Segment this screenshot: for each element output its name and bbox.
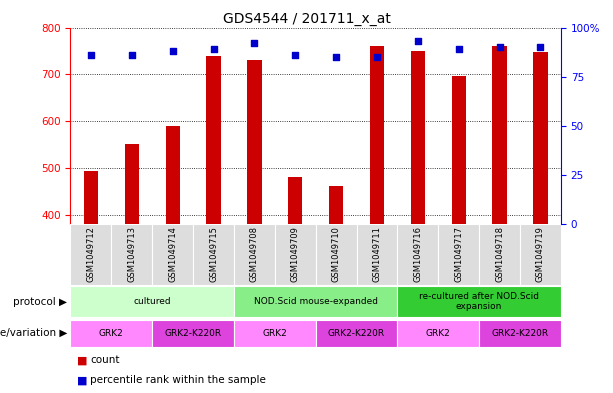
Bar: [152, 224, 193, 285]
Bar: [70, 224, 112, 285]
Point: [372, 54, 382, 60]
Text: GSM1049708: GSM1049708: [250, 226, 259, 282]
Text: GSM1049713: GSM1049713: [128, 226, 136, 282]
Text: cultured: cultured: [134, 297, 171, 306]
Bar: [234, 224, 275, 285]
Bar: [288, 177, 302, 224]
Text: percentile rank within the sample: percentile rank within the sample: [90, 375, 266, 386]
Text: GSM1049714: GSM1049714: [168, 226, 177, 282]
Point: [208, 46, 218, 52]
Bar: [370, 46, 384, 224]
Bar: [275, 224, 316, 285]
Text: GRK2-K220R: GRK2-K220R: [164, 329, 222, 338]
Bar: [207, 55, 221, 224]
Point: [86, 52, 96, 58]
Point: [168, 48, 178, 54]
Bar: [152, 320, 234, 347]
Text: protocol ▶: protocol ▶: [13, 297, 67, 307]
Bar: [520, 224, 561, 285]
Point: [413, 38, 423, 44]
Text: GSM1049712: GSM1049712: [86, 226, 96, 282]
Text: GSM1049710: GSM1049710: [332, 226, 341, 282]
Text: GSM1049709: GSM1049709: [291, 226, 300, 282]
Bar: [479, 320, 561, 347]
Bar: [397, 320, 479, 347]
Text: GRK2-K220R: GRK2-K220R: [328, 329, 385, 338]
Bar: [357, 224, 397, 285]
Bar: [397, 224, 438, 285]
Text: GSM1049718: GSM1049718: [495, 226, 504, 282]
Point: [249, 40, 259, 46]
Point: [127, 52, 137, 58]
Text: count: count: [90, 355, 120, 365]
Point: [536, 44, 546, 50]
Bar: [452, 76, 466, 224]
Bar: [84, 171, 98, 224]
Text: GDS4544 / 201711_x_at: GDS4544 / 201711_x_at: [223, 12, 390, 26]
Text: NOD.Scid mouse-expanded: NOD.Scid mouse-expanded: [254, 297, 378, 306]
Bar: [124, 145, 139, 224]
Point: [454, 46, 463, 52]
Bar: [193, 224, 234, 285]
Bar: [411, 51, 425, 224]
Bar: [316, 224, 357, 285]
Bar: [492, 46, 507, 224]
Text: GRK2-K220R: GRK2-K220R: [492, 329, 549, 338]
Text: ■: ■: [77, 355, 87, 365]
Bar: [70, 286, 234, 317]
Bar: [479, 224, 520, 285]
Text: GSM1049715: GSM1049715: [209, 226, 218, 282]
Bar: [166, 126, 180, 224]
Text: GRK2: GRK2: [99, 329, 124, 338]
Text: GRK2: GRK2: [426, 329, 451, 338]
Bar: [438, 224, 479, 285]
Bar: [234, 286, 397, 317]
Point: [331, 54, 341, 60]
Bar: [234, 320, 316, 347]
Bar: [397, 286, 561, 317]
Text: genotype/variation ▶: genotype/variation ▶: [0, 328, 67, 338]
Point: [495, 44, 504, 50]
Text: ■: ■: [77, 375, 87, 386]
Bar: [329, 185, 343, 224]
Text: GSM1049716: GSM1049716: [413, 226, 422, 282]
Text: GRK2: GRK2: [262, 329, 287, 338]
Bar: [316, 320, 397, 347]
Text: GSM1049711: GSM1049711: [373, 226, 381, 282]
Text: GSM1049717: GSM1049717: [454, 226, 463, 282]
Text: re-cultured after NOD.Scid
expansion: re-cultured after NOD.Scid expansion: [419, 292, 539, 311]
Bar: [112, 224, 152, 285]
Text: GSM1049719: GSM1049719: [536, 226, 545, 282]
Point: [291, 52, 300, 58]
Bar: [70, 320, 152, 347]
Bar: [533, 52, 547, 224]
Bar: [247, 60, 262, 224]
